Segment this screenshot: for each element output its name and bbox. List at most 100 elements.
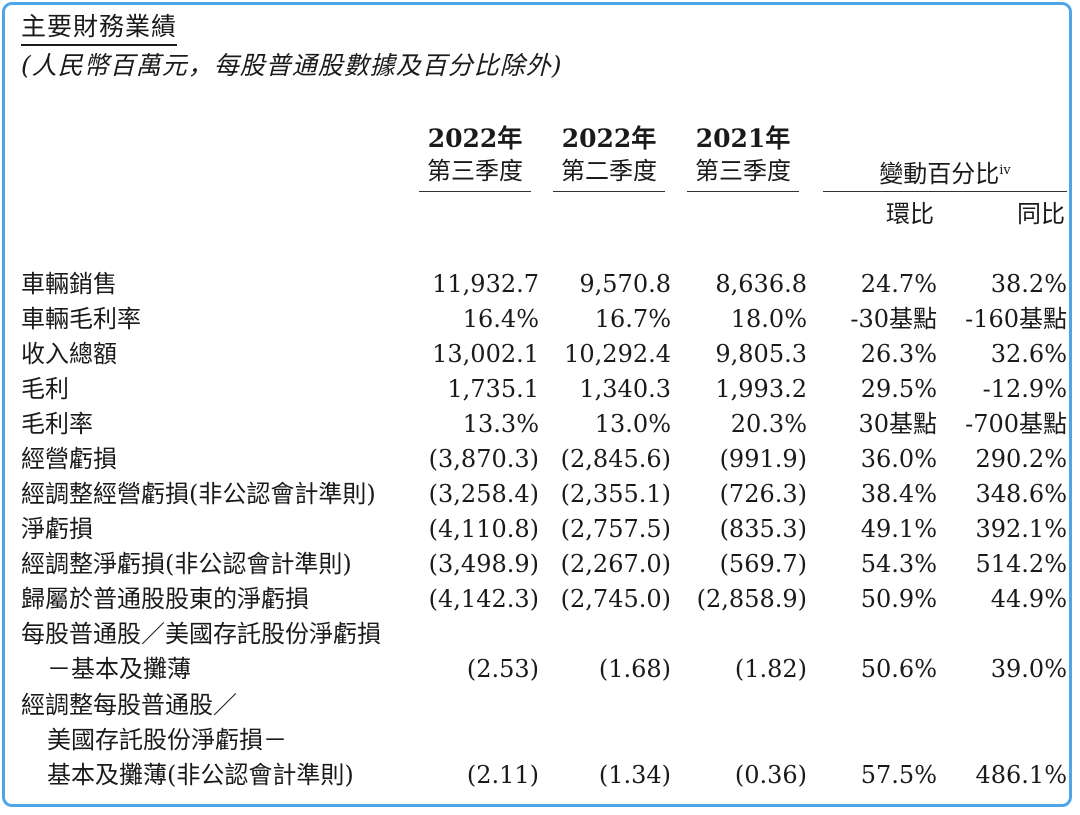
column-quarter: 第三季度 [695,157,791,185]
cell-value: (1.68) [598,655,671,683]
cell-value: (3,498.9) [428,550,539,578]
row-label: 每股普通股／美國存託股份淨虧損 [21,620,381,648]
cell-value: 1,735.1 [447,375,539,403]
cell-value: (2.53) [466,655,539,683]
section-title: 主要財務業績 [21,11,178,46]
change-percent-header: 變動百分比iv [823,158,1067,190]
table-row: 經營虧損 (3,870.3) (2,845.6) (991.9) 36.0% 2… [5,442,1069,477]
cell-value: 16.7% [594,305,671,333]
cell-value: (2,845.6) [560,445,671,473]
cell-value: 26.3% [860,340,937,368]
row-label: 經調整每股普通股／ [21,691,237,719]
cell-value: 44.9% [990,585,1067,613]
cell-value: (1.82) [734,655,807,683]
cell-value: 18.0% [730,305,807,333]
row-label: 車輛毛利率 [21,305,141,333]
cell-value: 290.2% [975,445,1067,473]
table-row: 車輛毛利率 16.4% 16.7% 18.0% -30基點 -160基點 [5,302,1069,337]
section-subtitle: (人民幣百萬元，每股普通股數據及百分比除外) [21,51,563,80]
table-row: 基本及攤薄(非公認會計準則) (2.11) (1.34) (0.36) 57.5… [5,758,1069,793]
cell-value: (569.7) [719,550,807,578]
cell-value: 8,636.8 [715,270,807,298]
cell-value: 10,292.4 [564,340,671,368]
cell-value: 20.3% [730,410,807,438]
cell-value: 13,002.1 [432,340,539,368]
change-header-label: 變動百分比 [879,160,1000,188]
cell-value: (4,142.3) [428,585,539,613]
column-year: 2022年 [561,124,657,153]
row-label: 美國存託股份淨虧損－ [47,726,287,754]
table-row: －基本及攤薄 (2.53) (1.68) (1.82) 50.6% 39.0% [5,652,1069,687]
column-underline [419,191,531,192]
cell-value: (3,258.4) [428,480,539,508]
cell-value: 348.6% [975,480,1067,508]
table-row: 毛利率 13.3% 13.0% 20.3% 30基點 -700基點 [5,407,1069,442]
column-quarter: 第二季度 [561,157,657,185]
cell-value: 29.5% [860,375,937,403]
cell-value: -700基點 [965,410,1067,438]
cell-value: 38.4% [860,480,937,508]
cell-value: (2,267.0) [560,550,671,578]
cell-value: (0.36) [734,761,807,789]
cell-value: (2,745.0) [560,585,671,613]
financial-results-panel: 主要財務業績 (人民幣百萬元，每股普通股數據及百分比除外) 2022年 第三季度… [2,2,1072,807]
cell-value: 13.0% [594,410,671,438]
qoq-header: 環比 [886,200,934,228]
cell-value: (2.11) [466,761,539,789]
cell-value: (2,355.1) [560,480,671,508]
cell-value: 1,340.3 [579,375,671,403]
row-label: 經調整淨虧損(非公認會計準則) [21,550,352,578]
cell-value: 392.1% [975,515,1067,543]
table-row: 經調整淨虧損(非公認會計準則) (3,498.9) (2,267.0) (569… [5,547,1069,582]
table-row-label-line: 美國存託股份淨虧損－ [5,723,1069,758]
cell-value: 50.9% [860,585,937,613]
table-row-label-line: 每股普通股／美國存託股份淨虧損 [5,617,1069,652]
column-quarter: 第三季度 [427,157,523,185]
column-underline [687,191,799,192]
cell-value: 30基點 [858,410,937,438]
column-year: 2022年 [427,124,523,153]
row-label: 歸屬於普通股股東的淨虧損 [21,585,309,613]
row-label: 淨虧損 [21,515,93,543]
cell-value: 486.1% [975,761,1067,789]
row-label: －基本及攤薄 [47,655,191,683]
cell-value: 9,805.3 [715,340,807,368]
column-header-q2-2022: 2022年 第二季度 [553,123,665,187]
cell-value: 32.6% [990,340,1067,368]
cell-value: 24.7% [860,270,937,298]
cell-value: 54.3% [860,550,937,578]
row-label: 經營虧損 [21,445,117,473]
cell-value: (3,870.3) [428,445,539,473]
cell-value: -12.9% [982,375,1067,403]
cell-value: -30基點 [850,305,937,333]
cell-value: 11,932.7 [432,270,539,298]
change-underline [823,191,1067,192]
cell-value: 16.4% [462,305,539,333]
cell-value: 514.2% [975,550,1067,578]
cell-value: (4,110.8) [428,515,539,543]
cell-value: 9,570.8 [579,270,671,298]
cell-value: (991.9) [719,445,807,473]
column-underline [553,191,665,192]
cell-value: (1.34) [598,761,671,789]
cell-value: 36.0% [860,445,937,473]
cell-value: (2,757.5) [560,515,671,543]
cell-value: 1,993.2 [715,375,807,403]
table-row: 毛利 1,735.1 1,340.3 1,993.2 29.5% -12.9% [5,372,1069,407]
table-row: 經調整經營虧損(非公認會計準則) (3,258.4) (2,355.1) (72… [5,477,1069,512]
column-year: 2021年 [695,124,791,153]
footnote-marker: iv [999,163,1011,178]
cell-value: 39.0% [990,655,1067,683]
cell-value: 57.5% [860,761,937,789]
column-header-q3-2022: 2022年 第三季度 [419,123,531,187]
table-row: 車輛銷售 11,932.7 9,570.8 8,636.8 24.7% 38.2… [5,267,1069,302]
table-row-label-line: 經調整每股普通股／ [5,688,1069,723]
row-label: 基本及攤薄(非公認會計準則) [47,761,354,789]
table-row: 收入總額 13,002.1 10,292.4 9,805.3 26.3% 32.… [5,337,1069,372]
cell-value: 50.6% [860,655,937,683]
table-row: 歸屬於普通股股東的淨虧損 (4,142.3) (2,745.0) (2,858.… [5,582,1069,617]
yoy-header: 同比 [1017,200,1065,228]
column-header-q3-2021: 2021年 第三季度 [687,123,799,187]
cell-value: (2,858.9) [696,585,807,613]
table-row: 淨虧損 (4,110.8) (2,757.5) (835.3) 49.1% 39… [5,512,1069,547]
